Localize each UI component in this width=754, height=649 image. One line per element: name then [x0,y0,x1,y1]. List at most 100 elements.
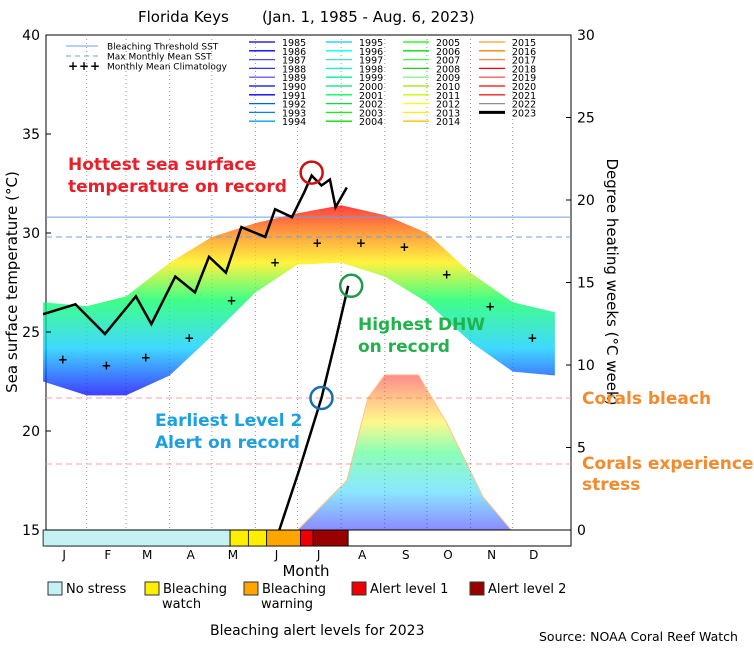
annotation-marker-circle [299,160,324,185]
month-tick-label: M [142,548,152,562]
right-tick-label: 15 [577,276,595,292]
annotation-text: Highest DHW [358,315,485,335]
threshold-label: stress [582,475,640,495]
legend-year-label: 1998 [359,64,383,75]
alert-legend-swatch [47,581,63,596]
alert-bar-segment [42,529,231,547]
month-tick-label: N [487,548,496,562]
legend-climatology-marker: + [90,59,100,73]
left-tick-label: 30 [22,226,40,242]
left-tick-label: 25 [22,325,40,341]
legend-year-label: 2008 [436,64,460,75]
legend-year-label: 2022 [512,100,536,111]
legend-year-label: 2009 [436,73,460,84]
dhw-2023-line [278,285,350,531]
alert-bar-segment [247,529,268,547]
sst-2023-line [42,173,348,336]
climatology-point: + [356,236,366,250]
month-tick-label: S [402,548,410,562]
legend-year-label: 2006 [436,47,460,58]
legend-year-label: 1985 [282,38,306,49]
annotation-text: temperature on record [68,177,287,197]
climatology-point: + [312,236,322,250]
x-axis-label: Month [282,562,329,580]
legend-year-label: 2010 [436,82,460,93]
alert-legend-label: No stress [66,582,127,597]
alert-bar-segment [299,529,314,547]
legend-year-label: 2017 [512,56,536,67]
alert-legend-label: Bleaching [163,582,227,597]
annotation-text: Hottest sea surface [68,155,256,175]
legend-year-label: 1986 [282,47,306,58]
left-tick-label: 40 [22,28,40,44]
right-tick-label: 5 [577,441,586,457]
legend-year-label: 1996 [359,47,383,58]
month-tick-label: O [443,548,452,562]
annotation-text: Earliest Level 2 [155,411,302,431]
legend-year-label: 1987 [282,56,306,67]
alert-bar-segment [312,529,349,547]
climatology-point: + [184,331,194,345]
climatology-point: + [527,331,537,345]
historical-dhw-band [296,374,513,531]
annotation-marker-circle [309,385,334,411]
month-tick-label: M [228,548,238,562]
legend-year-label: 1999 [359,73,383,84]
alert-bar-segment [266,529,301,547]
alert-legend-label: warning [261,597,313,612]
left-tick-label: 20 [22,424,40,440]
right-tick-label: 30 [577,28,595,44]
month-tick-label: A [358,548,367,562]
month-tick-label: J [274,548,279,562]
legend-label: Max Monthly Mean SST [107,53,212,63]
legend-year-label: 2007 [436,56,460,67]
chart-title: Florida Keys [138,8,229,26]
alert-legend-label: watch [162,597,201,612]
legend-climatology-marker: + [68,59,78,73]
legend-year-label: 1989 [282,73,306,84]
legend-label: Monthly Mean Climatology [107,63,228,73]
legend-year-label: 2005 [436,38,460,49]
right-tick-label: 25 [577,111,595,127]
legend-year-label: 1997 [359,56,383,67]
month-tick-label: J [316,548,321,562]
legend-year-label: 2020 [512,82,536,93]
climatology-point: + [399,240,409,254]
legend-year-label: 1991 [282,91,306,102]
legend-label: Bleaching Threshold SST [107,43,219,53]
legend-year-label: 2014 [436,117,460,128]
month-tick-label: J [61,548,66,562]
climatology-point: + [442,268,452,282]
alert-legend-swatch [243,581,259,596]
alert-legend-swatch [351,581,367,596]
alert-bar-segment [229,529,249,547]
chart-subtitle: (Jan. 1, 1985 - Aug. 6, 2023) [262,8,475,26]
legend-year-label: 1993 [282,108,306,119]
right-tick-label: 0 [577,523,586,539]
climatology-point: + [141,351,151,365]
alert-legend-label: Bleaching [262,582,326,597]
legend-year-label: 2000 [359,82,383,93]
legend-year-label: 2011 [436,91,460,102]
source-label: Source: NOAA Coral Reef Watch [539,629,738,644]
alert-legend-swatch [144,581,160,596]
legend-year-label: 2021 [512,91,536,102]
climatology-point: + [101,359,111,373]
legend-year-label: 2019 [512,73,536,84]
legend-year-label: 2002 [359,100,383,111]
month-tick-label: F [104,548,111,562]
alert-legend-swatch [469,581,485,596]
annotation-text: Alert on record [155,433,300,453]
alert-legend-title: Bleaching alert levels for 2023 [210,623,425,639]
climatology-point: + [58,353,68,367]
legend-year-label: 2012 [436,100,460,111]
annotation-marker-circle [338,273,364,299]
threshold-label: Corals bleach [582,389,711,409]
left-axis-label: Sea surface temperature (°C) [3,171,21,393]
alert-legend-label: Alert level 2 [488,582,566,597]
legend-year-label: 1988 [282,64,306,75]
legend-year-label: 2013 [436,108,460,119]
climatology-point: + [485,299,495,313]
climatology-point: + [226,293,236,307]
